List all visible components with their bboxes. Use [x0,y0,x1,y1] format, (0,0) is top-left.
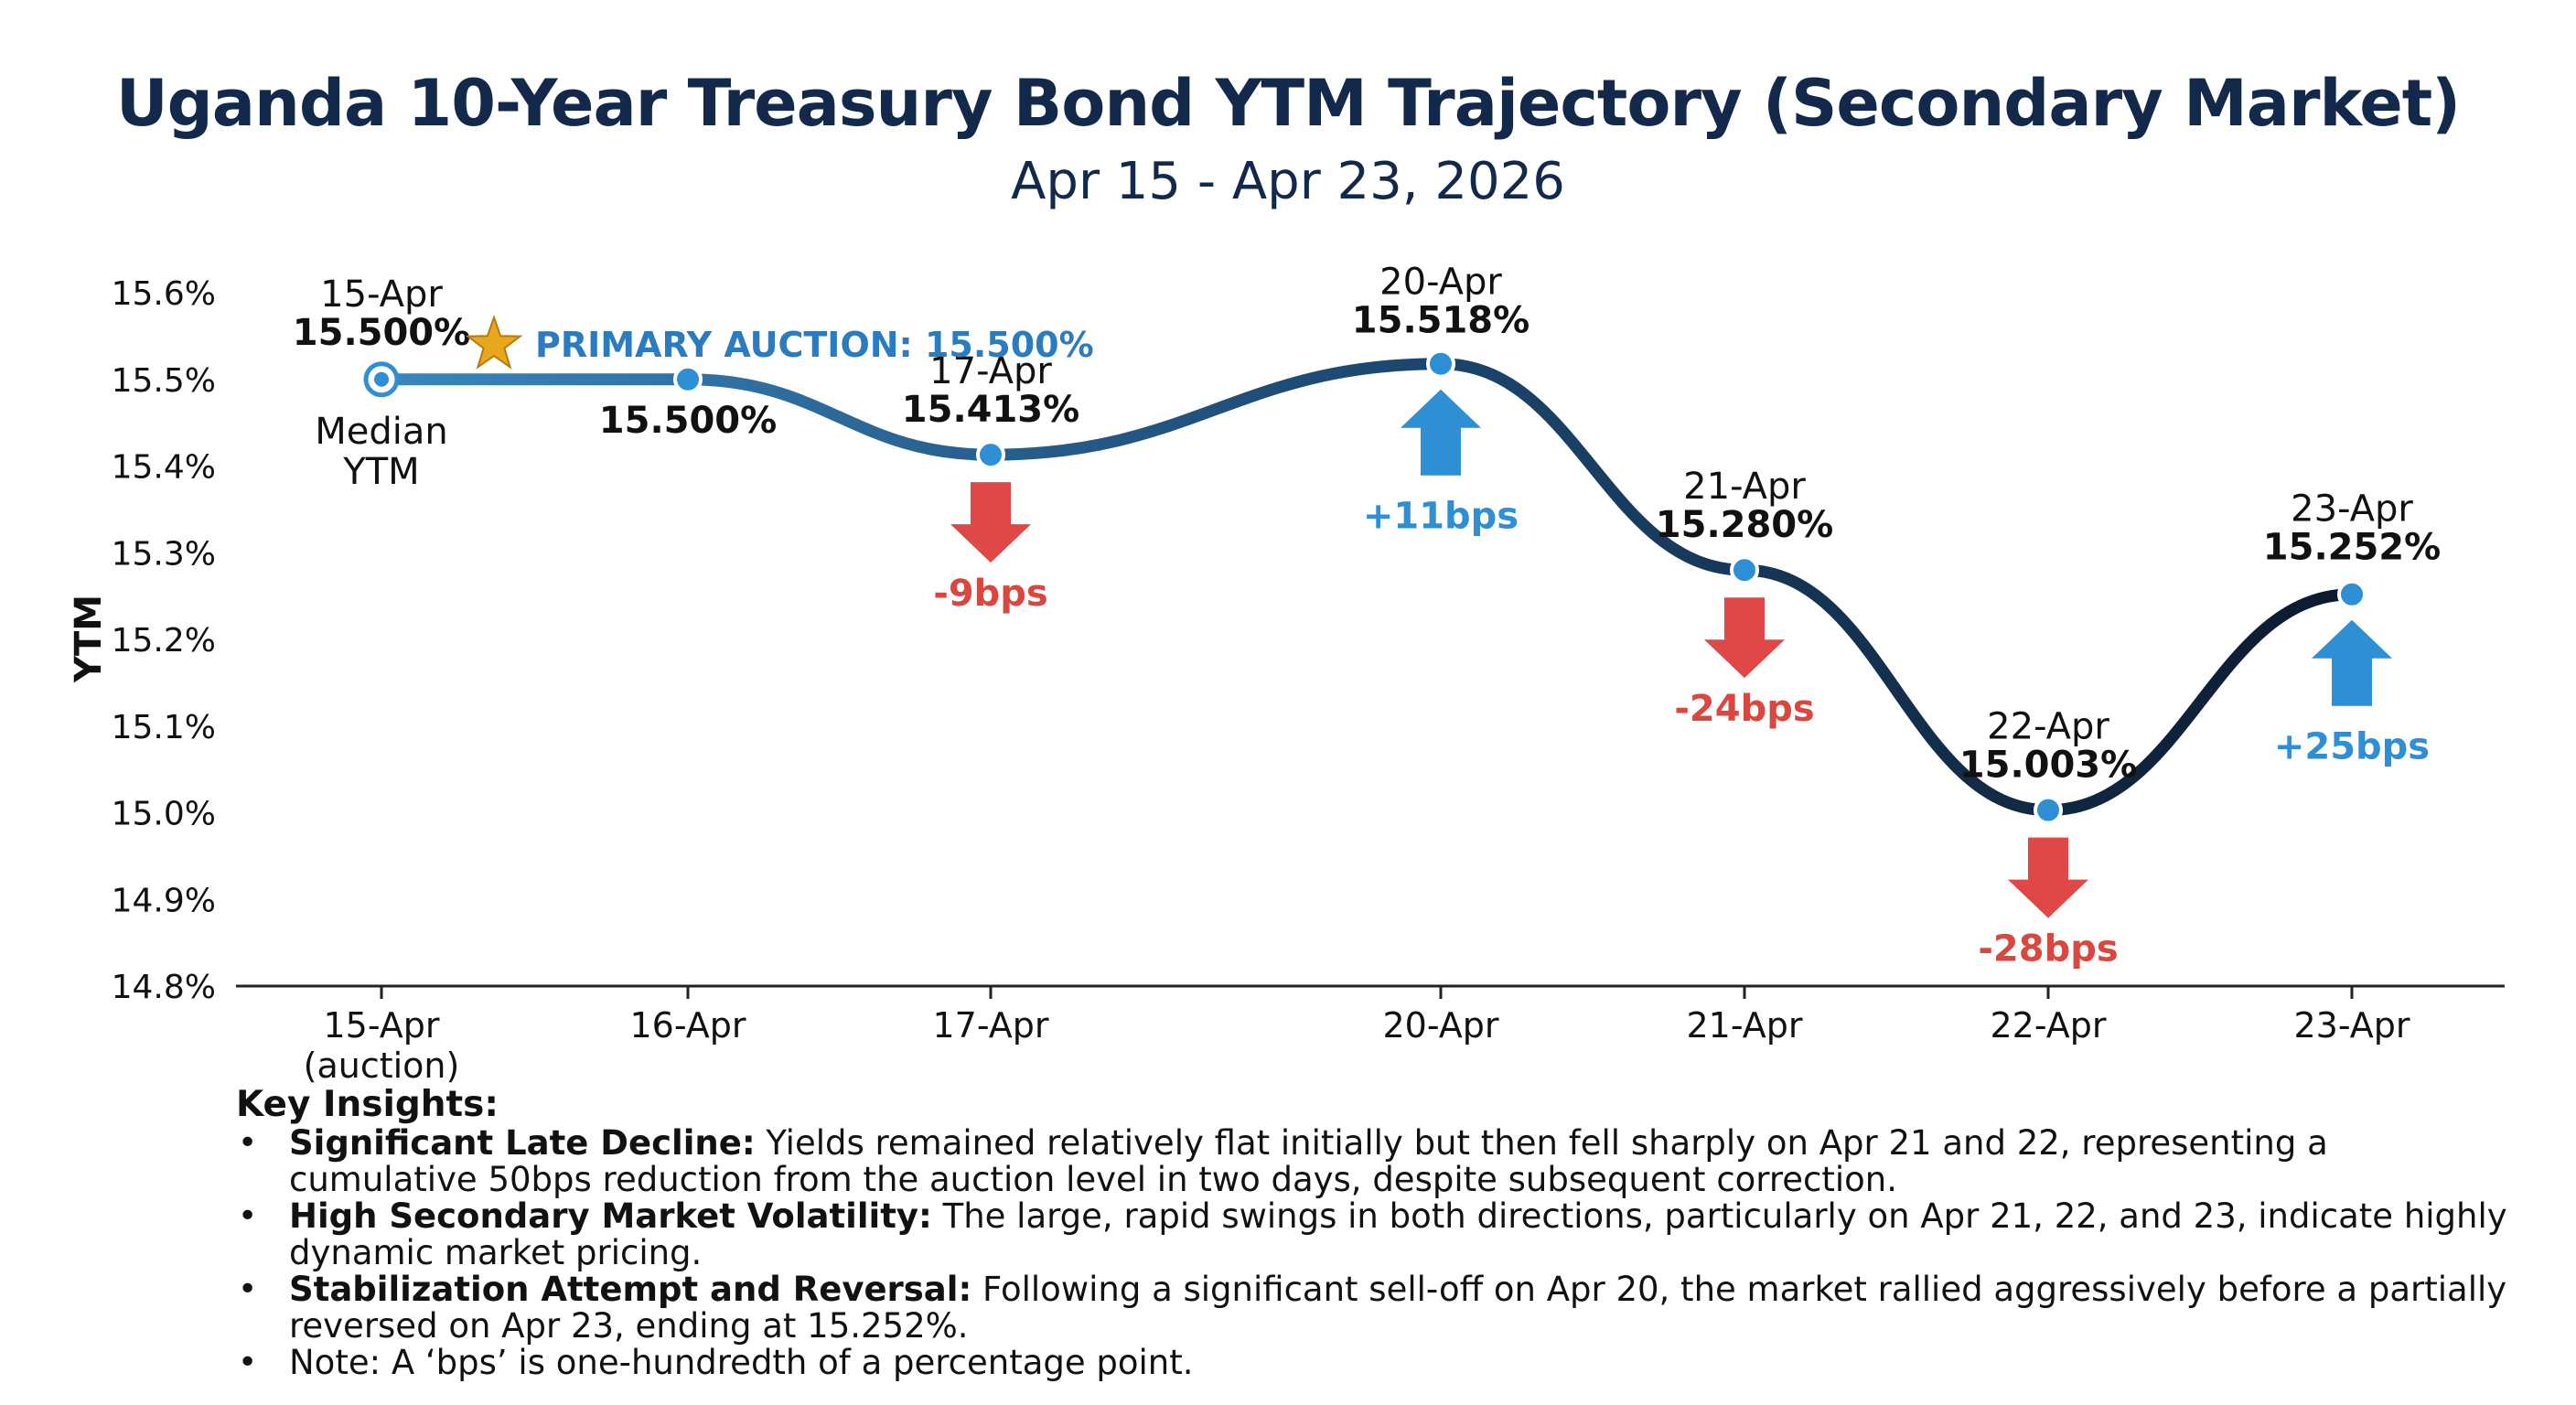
y-tick-label: 15.4% [112,449,216,487]
point-date-label: 20-Apr [1379,262,1502,304]
change-label-up: +11bps [1363,496,1519,538]
data-point [976,440,1005,470]
bullet-icon: • [238,1197,258,1235]
x-tick-label: 17-Apr [933,1005,1049,1046]
point-date-label: 22-Apr [1987,706,2109,748]
change-label-down: -28bps [1978,928,2118,971]
down-arrow-icon [1704,597,1785,679]
series-label: Median [315,411,448,453]
point-date-label: 15-Apr [320,273,443,316]
series-label: YTM [342,451,419,493]
y-tick-label: 15.2% [112,622,216,660]
insight-text: The large, rapid swings in both directio… [289,1196,2507,1272]
star-icon [465,314,523,370]
x-tick-label: 23-Apr [2294,1005,2410,1046]
insight-item: • Significant Late Decline: Yields remain… [236,1125,2523,1198]
x-tick-label: 20-Apr [1383,1005,1499,1046]
y-tick-label: 15.0% [112,796,216,833]
x-tick-label: 21-Apr [1687,1005,1803,1046]
change-label-down: -9bps [933,573,1048,615]
point-value-label: 15.003% [1959,745,2137,787]
y-tick-label: 15.6% [112,275,216,313]
insight-bold: Stabilization Attempt and Reversal: [289,1270,972,1309]
data-point [2034,795,2063,825]
point-date-label: 17-Apr [929,350,1052,392]
point-value-label: 15.252% [2263,527,2441,569]
insight-item: • High Secondary Market Volatility: The l… [236,1198,2523,1271]
insight-text: Note: A ‘bps’ is one-hundredth of a perc… [289,1343,1194,1382]
insights-heading: Key Insights: [236,1084,499,1125]
point-value-label: 15.500% [293,312,470,354]
data-point [1426,349,1455,379]
insight-text: Yields remained relatively flat initiall… [289,1123,2328,1199]
insight-item: • Note: A ‘bps’ is one-hundredth of a per… [236,1345,2523,1381]
up-arrow-icon [2312,619,2392,706]
x-tick-label: 22-Apr [1991,1005,2107,1046]
point-date-label: 23-Apr [2291,488,2413,531]
y-tick-label: 14.8% [112,969,216,1006]
point-date-label: 21-Apr [1683,466,1806,508]
data-point [2337,579,2367,609]
insight-bold: High Secondary Market Volatility: [289,1196,932,1236]
point-value-label: 15.500% [599,400,777,442]
point-value-label: 15.280% [1656,504,1833,546]
y-tick-label: 15.1% [112,709,216,746]
chart-series [363,349,2367,825]
bullet-icon: • [238,1344,258,1381]
insights-list: • Significant Late Decline: Yields remain… [236,1125,2523,1381]
point-value-label: 15.413% [902,389,1079,431]
key-insights: Key Insights: • Significant Late Decline:… [236,1087,2523,1381]
data-point [1730,555,1759,585]
change-label-down: -24bps [1674,688,1814,730]
chart-axes: 14.8% 14.9% 15.0% 15.1% 15.2% 15.3% 15.4% 15.5%… [68,275,2505,1086]
up-arrow-icon [1401,389,1481,476]
primary-auction-annotation: PRIMARY AUCTION: 15.500% [535,325,1094,365]
bullet-icon: • [238,1271,258,1308]
chart-title: Uganda 10-Year Treasury Bond YTM Traject… [115,66,2461,141]
x-tick-sublabel: (auction) [304,1046,460,1086]
x-tick-label: 16-Apr [630,1005,746,1046]
insight-item: • Stabilization Attempt and Reversal: Fol… [236,1271,2523,1345]
down-arrow-icon [2008,837,2088,918]
y-tick-label: 14.9% [112,882,216,919]
chart-annotations: 15-Apr15.500%15.500%17-Apr15.413%20-Apr1… [293,262,2441,971]
point-value-label: 15.518% [1352,300,1530,342]
down-arrow-icon [950,482,1031,563]
y-tick-label: 15.3% [112,535,216,573]
bullet-icon: • [238,1124,258,1162]
data-point [673,364,703,394]
change-label-up: +25bps [2274,726,2430,768]
y-axis-label: YTM [68,595,110,683]
insight-text: Following a significant sell-off on Apr … [289,1270,2507,1346]
data-point-auction-core [374,371,389,387]
insight-bold: Significant Late Decline: [289,1123,756,1163]
x-tick-label: 15-Apr [324,1005,440,1046]
chart-subtitle: Apr 15 - Apr 23, 2026 [1011,152,1565,211]
y-tick-label: 15.5% [112,362,216,400]
